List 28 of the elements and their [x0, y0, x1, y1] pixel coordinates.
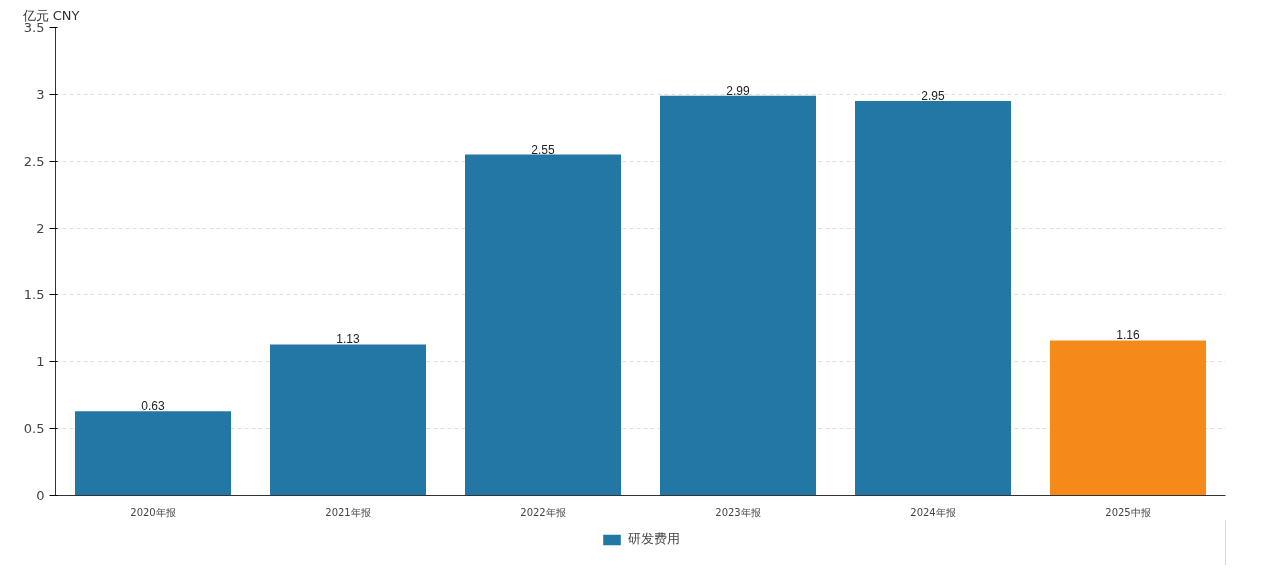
data-label: 2.99: [726, 83, 750, 98]
x-tick-label: 2023年报: [715, 506, 761, 518]
x-tick-label: 2021年报: [325, 506, 371, 518]
data-label: 1.16: [1116, 328, 1140, 343]
bar: [465, 154, 621, 496]
legend-label: 研发费用: [627, 530, 680, 548]
y-tick-label: 1: [36, 354, 45, 370]
y-tick-label: 1.5: [23, 287, 45, 303]
y-tick-label: 2.5: [23, 153, 45, 169]
x-tick-label: 2020年报: [130, 506, 176, 518]
bar: [75, 411, 231, 496]
bar: [855, 101, 1011, 496]
bar: [1050, 340, 1206, 496]
x-tick-label: 2024年报: [910, 506, 956, 518]
y-tick-label: 3.5: [23, 20, 45, 35]
data-label: 2.55: [531, 142, 555, 157]
y-axis-title: 亿元 CNY: [21, 7, 80, 23]
y-tick-label: 0.5: [23, 421, 45, 437]
y-tick-label: 3: [36, 86, 45, 102]
bar: [270, 344, 426, 496]
data-label: 0.63: [141, 399, 165, 414]
x-tick-label: 2022年报: [520, 506, 566, 518]
bar: [660, 95, 816, 496]
data-label: 1.13: [336, 332, 360, 347]
x-tick-label: 2025中报: [1105, 506, 1151, 518]
data-label: 2.95: [921, 89, 945, 104]
y-tick-label: 2: [36, 220, 45, 236]
y-tick-label: 0: [36, 488, 45, 503]
